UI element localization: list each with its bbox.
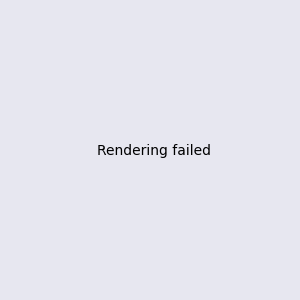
Text: Rendering failed: Rendering failed <box>97 145 211 158</box>
